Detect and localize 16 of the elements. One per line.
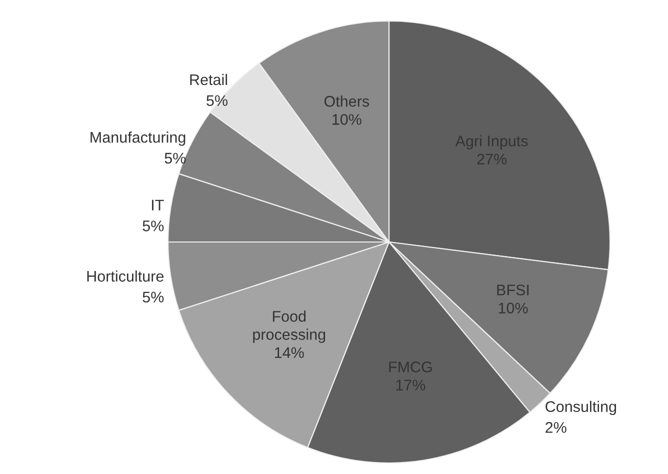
data-label: 10% <box>332 114 362 125</box>
slice-label: Retail <box>190 74 228 86</box>
data-label: 2% <box>546 422 566 433</box>
data-label: 5% <box>142 220 164 232</box>
data-label: 5% <box>164 152 186 164</box>
slice-label: IT <box>152 200 164 210</box>
data-label: 5% <box>206 95 228 106</box>
slice-label: Manufacturing <box>90 132 186 146</box>
slice-label: Food processing <box>253 310 326 343</box>
slice-label: Horticulture <box>87 270 164 282</box>
slice-label: Consulting <box>546 400 616 416</box>
data-label: 10% <box>498 302 528 314</box>
data-label: 5% <box>142 292 164 303</box>
data-label: 14% <box>274 347 304 358</box>
slice-label: BFSI <box>497 284 529 296</box>
slice-label: Others <box>324 96 370 107</box>
